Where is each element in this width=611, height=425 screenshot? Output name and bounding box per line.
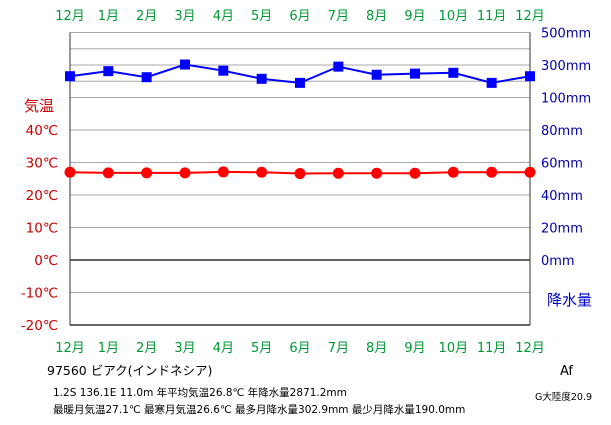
temperature-point <box>179 167 191 179</box>
month-label-top: 7月 <box>328 9 349 24</box>
month-label-top: 2月 <box>136 9 157 24</box>
station-info-line2: 最暖月気温27.1℃ 最寒月気温26.6℃ 最多月降水量302.9mm 最少月降… <box>53 404 466 416</box>
month-label-top: 3月 <box>174 9 195 24</box>
precipitation-point <box>525 71 535 82</box>
temperature-point <box>524 166 536 178</box>
precipitation-point <box>295 77 305 88</box>
month-label-bottom: 12月 <box>55 341 85 356</box>
month-label-top: 4月 <box>213 9 234 24</box>
month-label-top: 11月 <box>477 9 507 24</box>
series <box>64 59 536 180</box>
month-label-top: 5月 <box>251 9 272 24</box>
month-label-bottom: 5月 <box>251 341 272 356</box>
month-label-top: 9月 <box>404 9 425 24</box>
month-label-top: 1月 <box>98 9 119 24</box>
month-label-bottom: 2月 <box>136 341 157 356</box>
station-info-line1: 1.2S 136.1E 11.0m 年平均気温26.8℃ 年降水量2871.2m… <box>53 387 347 399</box>
month-label-bottom: 7月 <box>328 341 349 356</box>
temperature-point <box>409 167 421 179</box>
month-label-top: 6月 <box>289 9 310 24</box>
precipitation-tick-label: 500mm <box>541 27 591 42</box>
precipitation-point <box>180 59 190 70</box>
temperature-point <box>294 168 306 180</box>
temperature-axis-ticks: 40℃ 30℃ 20℃ 10℃ 0℃ -10℃ -20℃ <box>21 123 58 334</box>
month-label-bottom: 11月 <box>477 341 507 356</box>
month-labels-bottom: 12月 1月 2月 3月 4月 5月 6月 7月 8月 9月 10月 11月 12月 <box>55 341 545 356</box>
precipitation-tick-label: 300mm <box>541 59 591 74</box>
precipitation-point <box>103 66 114 77</box>
month-label-bottom: 9月 <box>404 341 425 356</box>
month-label-top: 10月 <box>439 9 469 24</box>
precipitation-point <box>448 67 459 78</box>
precipitation-tick-label: 100mm <box>541 92 591 107</box>
precipitation-point <box>256 73 267 84</box>
temperature-point <box>102 167 114 179</box>
station-title: 97560 ビアク(インドネシア) <box>47 363 213 378</box>
precipitation-point <box>218 65 229 76</box>
month-label-top: 8月 <box>366 9 387 24</box>
continentality-index: G大陸度20.9 <box>535 392 593 403</box>
month-label-top: 12月 <box>55 9 85 24</box>
precipitation-tick-label: 0mm <box>541 254 575 269</box>
temperature-point <box>371 167 383 179</box>
temperature-tick-label: -20℃ <box>21 318 58 334</box>
temperature-point <box>141 167 153 179</box>
temperature-tick-label: 40℃ <box>26 123 58 139</box>
month-label-bottom: 1月 <box>98 341 119 356</box>
month-label-bottom: 8月 <box>366 341 387 356</box>
precipitation-tick-label: 20mm <box>541 222 583 237</box>
month-label-top: 12月 <box>515 9 545 24</box>
precipitation-axis-label: 降水量 <box>547 291 593 309</box>
precipitation-tick-label: 60mm <box>541 157 583 172</box>
month-label-bottom: 12月 <box>515 341 545 356</box>
temperature-tick-label: 30℃ <box>26 156 58 172</box>
temperature-point <box>64 166 76 178</box>
month-label-bottom: 4月 <box>213 341 234 356</box>
temperature-point <box>217 166 229 178</box>
precipitation-axis-ticks: 500mm 300mm 100mm 80mm 60mm 40mm 20mm 0mm <box>541 27 591 270</box>
temperature-tick-label: 10℃ <box>26 221 58 237</box>
temperature-point <box>447 166 459 178</box>
precipitation-tick-label: 40mm <box>541 189 583 204</box>
precipitation-tick-label: 80mm <box>541 124 583 139</box>
temperature-point <box>332 167 344 179</box>
temperature-point <box>486 166 498 178</box>
temperature-tick-label: 0℃ <box>34 253 58 269</box>
month-label-bottom: 3月 <box>174 341 195 356</box>
precipitation-point <box>486 77 497 88</box>
temperature-axis-label: 気温 <box>24 97 55 115</box>
temperature-tick-label: -10℃ <box>21 286 58 302</box>
month-label-bottom: 6月 <box>289 341 310 356</box>
precipitation-point <box>371 69 382 80</box>
month-labels-top: 12月 1月 2月 3月 4月 5月 6月 7月 8月 9月 10月 11月 12月 <box>55 9 545 24</box>
temperature-tick-label: 20℃ <box>26 188 58 204</box>
precipitation-point <box>333 61 344 72</box>
precipitation-point <box>410 68 420 79</box>
precipitation-point <box>65 71 75 82</box>
temperature-point <box>256 166 268 178</box>
grid <box>69 32 531 326</box>
climate-classification: Af <box>560 364 574 379</box>
precipitation-point <box>141 72 152 83</box>
month-label-bottom: 10月 <box>439 341 469 356</box>
